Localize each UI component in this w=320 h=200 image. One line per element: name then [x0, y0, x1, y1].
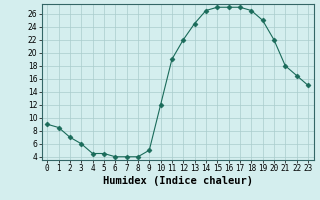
X-axis label: Humidex (Indice chaleur): Humidex (Indice chaleur) — [103, 176, 252, 186]
